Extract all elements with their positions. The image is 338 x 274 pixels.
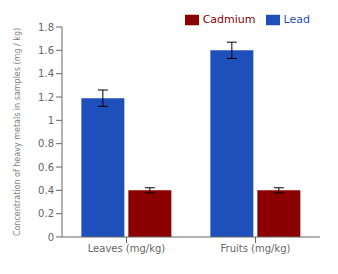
svg-text:1.8: 1.8 [38, 22, 54, 33]
svg-text:Leaves (mg/kg): Leaves (mg/kg) [88, 243, 166, 254]
svg-text:1.2: 1.2 [38, 92, 54, 103]
svg-text:0.2: 0.2 [38, 208, 54, 219]
svg-text:1: 1 [48, 115, 54, 126]
svg-text:1.6: 1.6 [38, 45, 54, 56]
svg-text:0.8: 0.8 [38, 138, 54, 149]
html-text:Cadmium: Cadmium [202, 13, 256, 26]
svg-text:1.4: 1.4 [38, 68, 54, 79]
svg-text:0.4: 0.4 [38, 185, 54, 196]
svg-text:0: 0 [48, 232, 54, 243]
html-text:Lead: Lead [283, 13, 310, 26]
svg-text:Concentration of heavy metals: Concentration of heavy metals in samples… [13, 28, 22, 236]
svg-text:Fruits (mg/kg): Fruits (mg/kg) [221, 243, 291, 254]
svg-text:0.6: 0.6 [38, 162, 54, 173]
